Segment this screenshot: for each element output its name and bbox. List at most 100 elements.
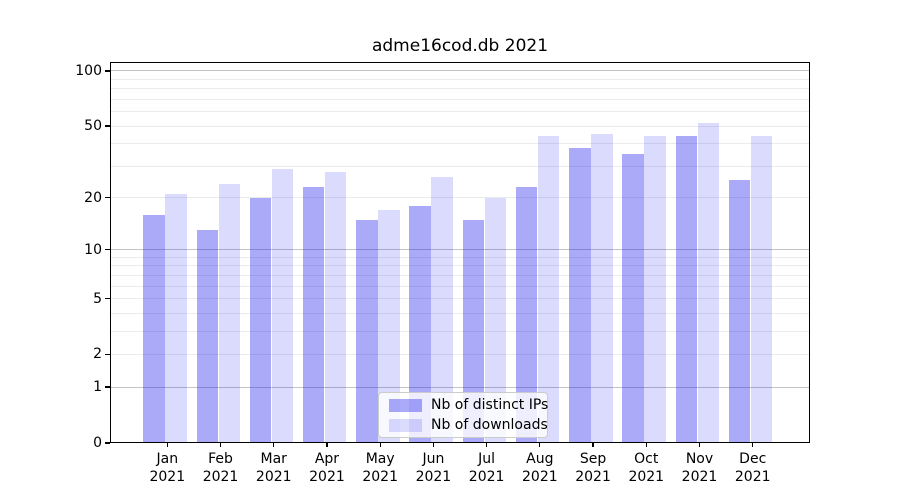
x-tick-mark-7 xyxy=(539,443,541,447)
bar-downloads-jan-2021 xyxy=(165,193,187,442)
bar-distinct-ips-may-2021 xyxy=(356,219,378,442)
x-tick-month: Aug xyxy=(526,451,554,467)
x-tick-mark-0 xyxy=(166,443,168,447)
bar-distinct-ips-jul-2021 xyxy=(462,219,485,442)
gridline-y-90 xyxy=(110,78,810,80)
x-tick-mark-2 xyxy=(273,443,275,447)
y-tick-mark-100 xyxy=(104,70,110,72)
gridline-y-100 xyxy=(110,70,810,72)
x-tick-mark-10 xyxy=(698,443,701,447)
x-tick-mark-6 xyxy=(485,443,488,447)
x-tick-label-oct: Oct 2021 xyxy=(614,451,678,486)
bar-downloads-jul-2021 xyxy=(484,197,507,442)
y-tick-label-1: 1 xyxy=(93,379,102,396)
y-tick-mark-10 xyxy=(104,249,110,251)
gridline-y-60 xyxy=(110,111,810,113)
x-tick-month: Apr xyxy=(314,451,340,467)
x-tick-mark-5 xyxy=(432,443,435,447)
x-tick-year: 2021 xyxy=(681,468,718,485)
gridline-y-80 xyxy=(110,88,810,90)
gridline-y-30 xyxy=(110,165,810,167)
gridline-y-10 xyxy=(110,249,810,251)
bar-downloads-sep-2021 xyxy=(591,134,613,442)
legend-item-downloads: Nb of downloads xyxy=(379,416,548,433)
x-tick-month: Nov xyxy=(685,451,714,467)
bar-distinct-ips-oct-2021 xyxy=(622,154,644,442)
x-tick-year: 2021 xyxy=(362,468,398,485)
x-tick-label-jan: Jan 2021 xyxy=(135,451,199,486)
x-tick-month: Jan xyxy=(156,451,179,467)
x-tick-year: 2021 xyxy=(522,468,558,485)
gridline-y-4 xyxy=(110,312,810,314)
chart-title: adme16cod.db 2021 xyxy=(371,36,549,56)
bar-distinct-ips-feb-2021 xyxy=(196,230,219,442)
x-tick-mark-11 xyxy=(752,443,754,447)
bar-downloads-jun-2021 xyxy=(431,177,453,442)
y-tick-mark-20 xyxy=(104,196,110,199)
x-tick-month: Jul xyxy=(478,451,496,467)
x-tick-label-nov: Nov 2021 xyxy=(668,451,732,486)
legend: Nb of distinct IPs Nb of downloads xyxy=(378,392,548,438)
bar-distinct-ips-nov-2021 xyxy=(675,136,697,442)
y-tick-mark-0 xyxy=(104,442,110,444)
legend-swatch-downloads xyxy=(389,418,422,432)
gridline-y-20 xyxy=(110,197,810,199)
plot-area: Nb of distinct IPs Nb of downloads xyxy=(110,62,810,443)
legend-label-downloads: Nb of downloads xyxy=(431,416,548,433)
x-tick-year: 2021 xyxy=(628,468,665,485)
gridline-y-50 xyxy=(110,125,810,127)
x-tick-year: 2021 xyxy=(468,468,505,485)
gridline-y-2 xyxy=(110,353,810,355)
x-tick-year: 2021 xyxy=(309,468,345,485)
x-tick-month: May xyxy=(365,451,395,467)
gridline-y-7 xyxy=(110,274,810,276)
bar-distinct-ips-dec-2021 xyxy=(728,180,751,442)
x-tick-year: 2021 xyxy=(575,468,611,485)
x-tick-label-apr: Apr 2021 xyxy=(295,451,359,486)
gridline-y-40 xyxy=(110,143,810,145)
x-tick-month: Oct xyxy=(634,451,659,467)
bar-downloads-nov-2021 xyxy=(697,122,719,442)
y-tick-mark-2 xyxy=(104,353,110,356)
bar-downloads-aug-2021 xyxy=(537,136,560,442)
bar-distinct-ips-apr-2021 xyxy=(302,186,325,442)
y-tick-label-0: 0 xyxy=(93,435,102,451)
y-tick-mark-50 xyxy=(104,125,110,127)
bar-downloads-mar-2021 xyxy=(271,168,294,442)
x-tick-month: Dec xyxy=(739,451,767,467)
y-tick-label-2: 2 xyxy=(93,346,102,363)
y-tick-label-20: 20 xyxy=(84,189,102,206)
bar-downloads-oct-2021 xyxy=(644,136,666,442)
bar-downloads-dec-2021 xyxy=(750,136,773,442)
legend-item-distinct-ips: Nb of distinct IPs xyxy=(379,396,549,413)
bar-downloads-apr-2021 xyxy=(324,171,347,442)
bar-distinct-ips-jan-2021 xyxy=(143,214,165,442)
legend-label-distinct-ips: Nb of distinct IPs xyxy=(431,396,549,413)
bar-distinct-ips-mar-2021 xyxy=(249,197,272,442)
x-tick-month: Sep xyxy=(579,451,607,467)
gridline-y-8 xyxy=(110,265,810,267)
x-tick-year: 2021 xyxy=(415,468,452,485)
y-tick-label-50: 50 xyxy=(84,118,102,135)
x-tick-label-jul: Jul 2021 xyxy=(455,451,519,486)
legend-swatch-distinct-ips xyxy=(389,398,422,412)
bar-downloads-feb-2021 xyxy=(218,183,241,442)
x-tick-mark-8 xyxy=(592,443,594,447)
x-tick-label-dec: Dec 2021 xyxy=(721,451,785,486)
x-tick-label-feb: Feb 2021 xyxy=(189,451,253,486)
x-tick-year: 2021 xyxy=(734,468,771,485)
x-tick-year: 2021 xyxy=(255,468,292,485)
bar-distinct-ips-sep-2021 xyxy=(569,147,591,442)
x-tick-mark-9 xyxy=(645,443,647,447)
bar-distinct-ips-aug-2021 xyxy=(515,186,538,442)
bar-downloads-may-2021 xyxy=(378,210,400,442)
x-tick-mark-1 xyxy=(219,443,222,447)
x-tick-label-jun: Jun 2021 xyxy=(401,451,465,486)
gridline-y-6 xyxy=(110,285,810,287)
x-tick-mark-4 xyxy=(379,443,381,447)
y-tick-label-10: 10 xyxy=(84,241,102,258)
x-tick-year: 2021 xyxy=(149,468,186,485)
y-tick-label-5: 5 xyxy=(93,290,102,307)
gridline-y-70 xyxy=(110,98,810,100)
